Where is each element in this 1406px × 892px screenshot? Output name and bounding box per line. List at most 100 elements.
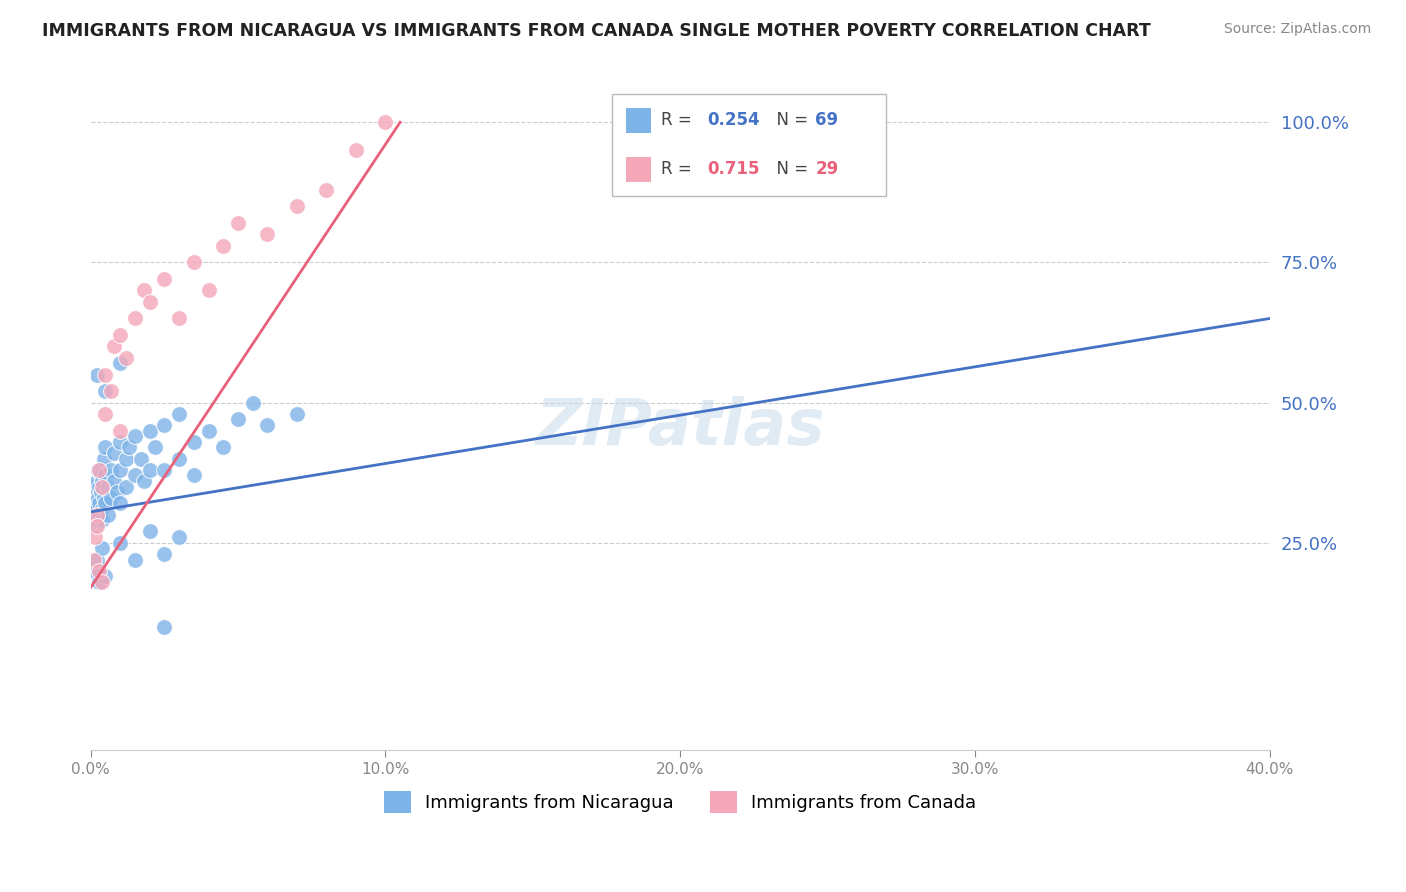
Point xyxy=(94,407,117,421)
Point xyxy=(108,328,131,343)
Point xyxy=(212,238,235,252)
Point xyxy=(138,463,160,477)
Point xyxy=(86,519,108,533)
Point xyxy=(108,424,131,438)
Point xyxy=(91,541,114,556)
Point xyxy=(115,351,138,365)
Point xyxy=(226,412,249,426)
Point xyxy=(80,491,103,505)
Point xyxy=(89,463,111,477)
Point xyxy=(94,569,117,583)
Point xyxy=(124,311,146,326)
Point xyxy=(89,480,111,494)
Point xyxy=(89,496,111,510)
Point xyxy=(86,502,108,516)
Point xyxy=(226,216,249,230)
Point xyxy=(138,424,160,438)
Point xyxy=(100,384,122,399)
Point xyxy=(153,417,176,432)
Point xyxy=(153,463,176,477)
Point xyxy=(100,463,122,477)
Point xyxy=(86,552,108,566)
Point xyxy=(285,407,308,421)
Point xyxy=(90,468,112,483)
Point xyxy=(197,424,219,438)
Text: 0.254: 0.254 xyxy=(707,112,759,129)
Text: N =: N = xyxy=(766,112,814,129)
Point xyxy=(87,463,110,477)
Point xyxy=(105,485,128,500)
Point xyxy=(138,294,160,309)
Point xyxy=(183,255,205,269)
Point xyxy=(89,574,111,589)
Point xyxy=(90,485,112,500)
Point xyxy=(86,474,108,488)
Point xyxy=(83,508,105,522)
Text: R =: R = xyxy=(661,112,697,129)
Point xyxy=(91,502,114,516)
Point xyxy=(118,441,141,455)
Point xyxy=(167,530,190,544)
Point xyxy=(91,474,114,488)
Point xyxy=(94,384,117,399)
Point xyxy=(344,144,367,158)
Text: N =: N = xyxy=(766,161,814,178)
Point xyxy=(84,530,107,544)
Point xyxy=(124,468,146,483)
Point xyxy=(153,620,176,634)
Point xyxy=(256,417,278,432)
Point xyxy=(86,368,108,382)
Point xyxy=(315,182,337,196)
Point xyxy=(93,491,115,505)
Point xyxy=(167,311,190,326)
Point xyxy=(108,463,131,477)
Point xyxy=(115,451,138,466)
Point xyxy=(256,227,278,242)
Point xyxy=(91,574,114,589)
Point xyxy=(103,446,125,460)
Point xyxy=(138,524,160,539)
Point xyxy=(91,513,114,527)
Point xyxy=(183,468,205,483)
Point xyxy=(167,407,190,421)
Point xyxy=(83,480,105,494)
Text: R =: R = xyxy=(661,161,697,178)
Point xyxy=(153,272,176,286)
Point xyxy=(86,513,108,527)
Legend: Immigrants from Nicaragua, Immigrants from Canada: Immigrants from Nicaragua, Immigrants fr… xyxy=(374,781,986,822)
Point xyxy=(93,451,115,466)
Point xyxy=(108,434,131,449)
Point xyxy=(285,199,308,213)
Point xyxy=(91,480,114,494)
Point xyxy=(89,564,111,578)
Text: 29: 29 xyxy=(815,161,839,178)
Point xyxy=(212,441,235,455)
Point xyxy=(108,496,131,510)
Point xyxy=(108,535,131,549)
Point xyxy=(124,552,146,566)
Point xyxy=(108,356,131,370)
Point xyxy=(197,284,219,298)
Point xyxy=(103,474,125,488)
Point xyxy=(94,368,117,382)
Text: IMMIGRANTS FROM NICARAGUA VS IMMIGRANTS FROM CANADA SINGLE MOTHER POVERTY CORREL: IMMIGRANTS FROM NICARAGUA VS IMMIGRANTS … xyxy=(42,22,1152,40)
Point xyxy=(183,434,205,449)
Point xyxy=(153,547,176,561)
Point xyxy=(374,115,396,129)
Point xyxy=(242,395,264,409)
Point xyxy=(83,552,105,566)
Point xyxy=(132,284,155,298)
Point xyxy=(94,496,117,510)
Point xyxy=(89,508,111,522)
Point xyxy=(167,451,190,466)
Point xyxy=(132,474,155,488)
Text: ZIPatlas: ZIPatlas xyxy=(536,396,825,458)
Text: Source: ZipAtlas.com: Source: ZipAtlas.com xyxy=(1223,22,1371,37)
Point xyxy=(97,480,120,494)
Text: 69: 69 xyxy=(815,112,838,129)
Text: 0.715: 0.715 xyxy=(707,161,759,178)
Point xyxy=(94,441,117,455)
Point xyxy=(97,508,120,522)
Point xyxy=(84,496,107,510)
Point xyxy=(145,441,167,455)
